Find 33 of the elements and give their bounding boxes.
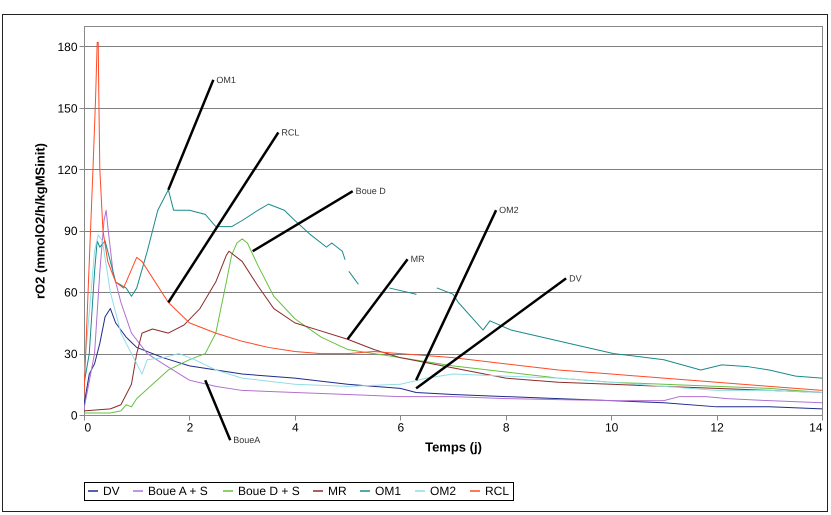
- y-tick-label: 30: [64, 347, 78, 362]
- x-tick-label: 14: [809, 420, 823, 434]
- y-tick-label: 60: [64, 286, 78, 300]
- line-series: [84, 308, 822, 410]
- line-series: [84, 42, 822, 396]
- x-tick-label: 2: [186, 420, 194, 434]
- annotation: OM2: [499, 205, 519, 216]
- annotation: DV: [569, 273, 582, 284]
- legend-label: DV: [103, 484, 120, 498]
- y-tick-label: 0: [70, 408, 78, 422]
- x-axis-title: Temps (j): [425, 440, 482, 454]
- legend-label: RCL: [485, 484, 510, 498]
- y-tick-label: 120: [57, 162, 78, 177]
- annotation: BoueA: [233, 435, 260, 446]
- annotation: MR: [410, 254, 426, 264]
- x-tick-label: 0: [84, 420, 92, 434]
- annotation: Boue D: [356, 186, 386, 196]
- legend-label: OM1: [375, 484, 402, 498]
- legend-label: OM2: [430, 484, 456, 498]
- legend-label: Boue A + S: [148, 484, 208, 498]
- y-tick-label: 150: [57, 101, 78, 116]
- legend-label: MR: [328, 484, 347, 498]
- legend-label: Boue D + S: [238, 484, 300, 498]
- y-axis-title: rO2 (mmolO2/h/kgMSinit): [32, 142, 48, 300]
- x-tick-label: 6: [397, 420, 404, 434]
- annotation: OM1: [216, 74, 236, 85]
- annotation: RCL: [281, 127, 300, 138]
- x-tick-label: 8: [502, 420, 510, 434]
- x-tick-label: 10: [604, 420, 619, 434]
- y-tick-label: 90: [64, 224, 78, 238]
- x-tick-label: 12: [710, 420, 724, 434]
- y-tick-label: 180: [57, 40, 78, 54]
- x-tick-label: 4: [292, 420, 300, 434]
